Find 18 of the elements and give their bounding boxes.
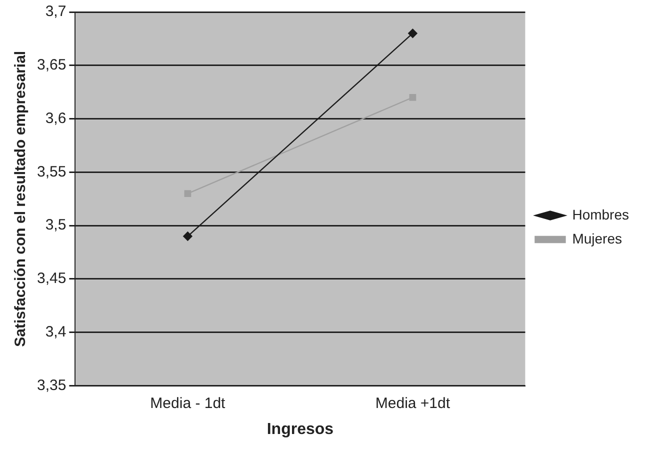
x-tick-label: Media +1dt xyxy=(375,394,451,412)
point xyxy=(184,190,192,197)
y-tick-label: 3,45 xyxy=(36,270,66,288)
y-tick-label: 3,65 xyxy=(36,56,66,74)
y-axis-title: Satisfacción con el resultado empresarial xyxy=(12,50,30,347)
point xyxy=(183,232,192,241)
point xyxy=(408,28,418,38)
y-tick-label: 3,5 xyxy=(45,216,66,234)
y-tick-label: 3,7 xyxy=(45,3,66,20)
point xyxy=(409,94,416,101)
legend-label: Mujeres xyxy=(572,230,622,246)
y-tick-label: 3,6 xyxy=(45,110,66,127)
x-tick-label: Media - 1dt xyxy=(150,394,226,412)
y-tick-label: 3,55 xyxy=(36,163,66,180)
y-tick-label: 3,4 xyxy=(45,324,66,341)
x-axis-title: Ingresos xyxy=(266,420,334,438)
legend-label: Hombres xyxy=(572,206,630,222)
y-tick-label: 3,35 xyxy=(36,376,66,394)
